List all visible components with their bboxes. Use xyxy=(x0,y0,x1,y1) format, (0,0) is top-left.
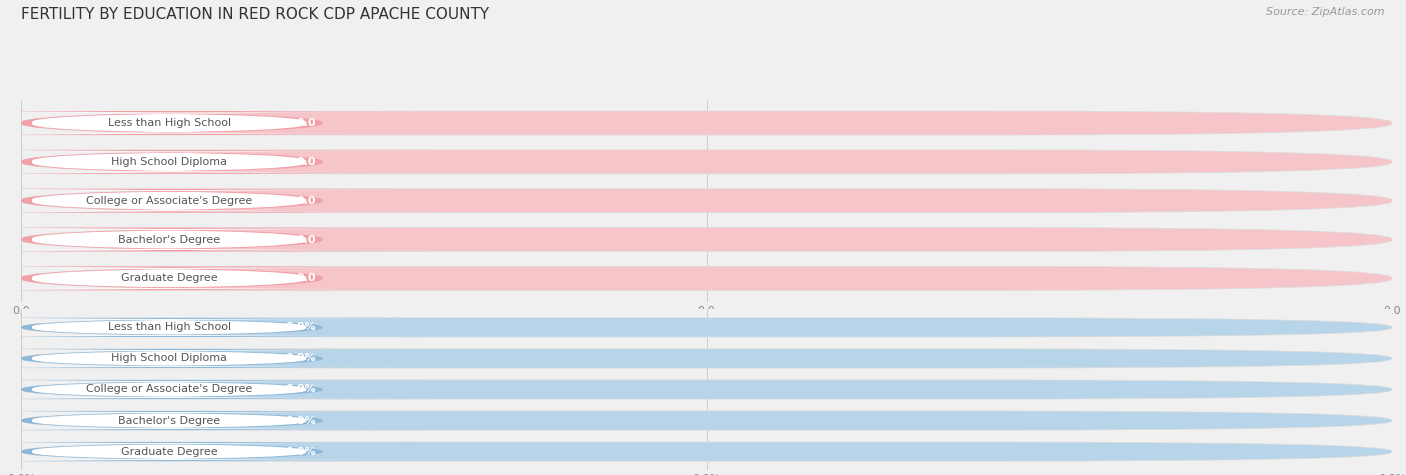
FancyBboxPatch shape xyxy=(21,442,1392,461)
FancyBboxPatch shape xyxy=(21,411,1392,430)
Text: Less than High School: Less than High School xyxy=(108,323,231,332)
FancyBboxPatch shape xyxy=(21,150,1392,174)
FancyBboxPatch shape xyxy=(21,349,1392,368)
Text: High School Diploma: High School Diploma xyxy=(111,353,228,363)
FancyBboxPatch shape xyxy=(0,412,366,429)
Text: High School Diploma: High School Diploma xyxy=(111,157,228,167)
Text: College or Associate's Degree: College or Associate's Degree xyxy=(86,196,252,206)
FancyBboxPatch shape xyxy=(21,189,1392,213)
FancyBboxPatch shape xyxy=(21,380,1392,399)
Text: Source: ZipAtlas.com: Source: ZipAtlas.com xyxy=(1267,7,1385,17)
Text: College or Associate's Degree: College or Associate's Degree xyxy=(86,384,252,395)
Text: 0.0: 0.0 xyxy=(297,157,316,167)
Text: Less than High School: Less than High School xyxy=(108,118,231,128)
Text: 0.0: 0.0 xyxy=(297,235,316,245)
FancyBboxPatch shape xyxy=(21,111,1392,135)
FancyBboxPatch shape xyxy=(0,190,366,211)
FancyBboxPatch shape xyxy=(0,349,429,368)
Text: 0.0%: 0.0% xyxy=(285,323,316,332)
FancyBboxPatch shape xyxy=(0,319,366,336)
Text: Bachelor's Degree: Bachelor's Degree xyxy=(118,235,221,245)
Text: 0.0%: 0.0% xyxy=(285,416,316,426)
FancyBboxPatch shape xyxy=(0,350,366,367)
FancyBboxPatch shape xyxy=(0,381,366,398)
FancyBboxPatch shape xyxy=(0,266,429,290)
FancyBboxPatch shape xyxy=(0,268,366,289)
Text: 0.0: 0.0 xyxy=(297,196,316,206)
FancyBboxPatch shape xyxy=(0,318,429,337)
Text: 0.0%: 0.0% xyxy=(285,353,316,363)
FancyBboxPatch shape xyxy=(0,150,429,174)
Text: 0.0%: 0.0% xyxy=(285,446,316,456)
FancyBboxPatch shape xyxy=(0,228,429,252)
Text: 0.0: 0.0 xyxy=(297,273,316,283)
FancyBboxPatch shape xyxy=(21,228,1392,252)
Text: FERTILITY BY EDUCATION IN RED ROCK CDP APACHE COUNTY: FERTILITY BY EDUCATION IN RED ROCK CDP A… xyxy=(21,7,489,22)
FancyBboxPatch shape xyxy=(0,111,429,135)
Text: 0.0%: 0.0% xyxy=(285,384,316,395)
FancyBboxPatch shape xyxy=(0,443,366,460)
FancyBboxPatch shape xyxy=(0,411,429,430)
FancyBboxPatch shape xyxy=(21,266,1392,290)
FancyBboxPatch shape xyxy=(0,189,429,213)
Text: Graduate Degree: Graduate Degree xyxy=(121,446,218,456)
Text: Graduate Degree: Graduate Degree xyxy=(121,273,218,283)
FancyBboxPatch shape xyxy=(0,113,366,133)
FancyBboxPatch shape xyxy=(0,152,366,172)
Text: Bachelor's Degree: Bachelor's Degree xyxy=(118,416,221,426)
FancyBboxPatch shape xyxy=(0,442,429,461)
FancyBboxPatch shape xyxy=(0,380,429,399)
FancyBboxPatch shape xyxy=(21,318,1392,337)
Text: 0.0: 0.0 xyxy=(297,118,316,128)
FancyBboxPatch shape xyxy=(0,229,366,250)
